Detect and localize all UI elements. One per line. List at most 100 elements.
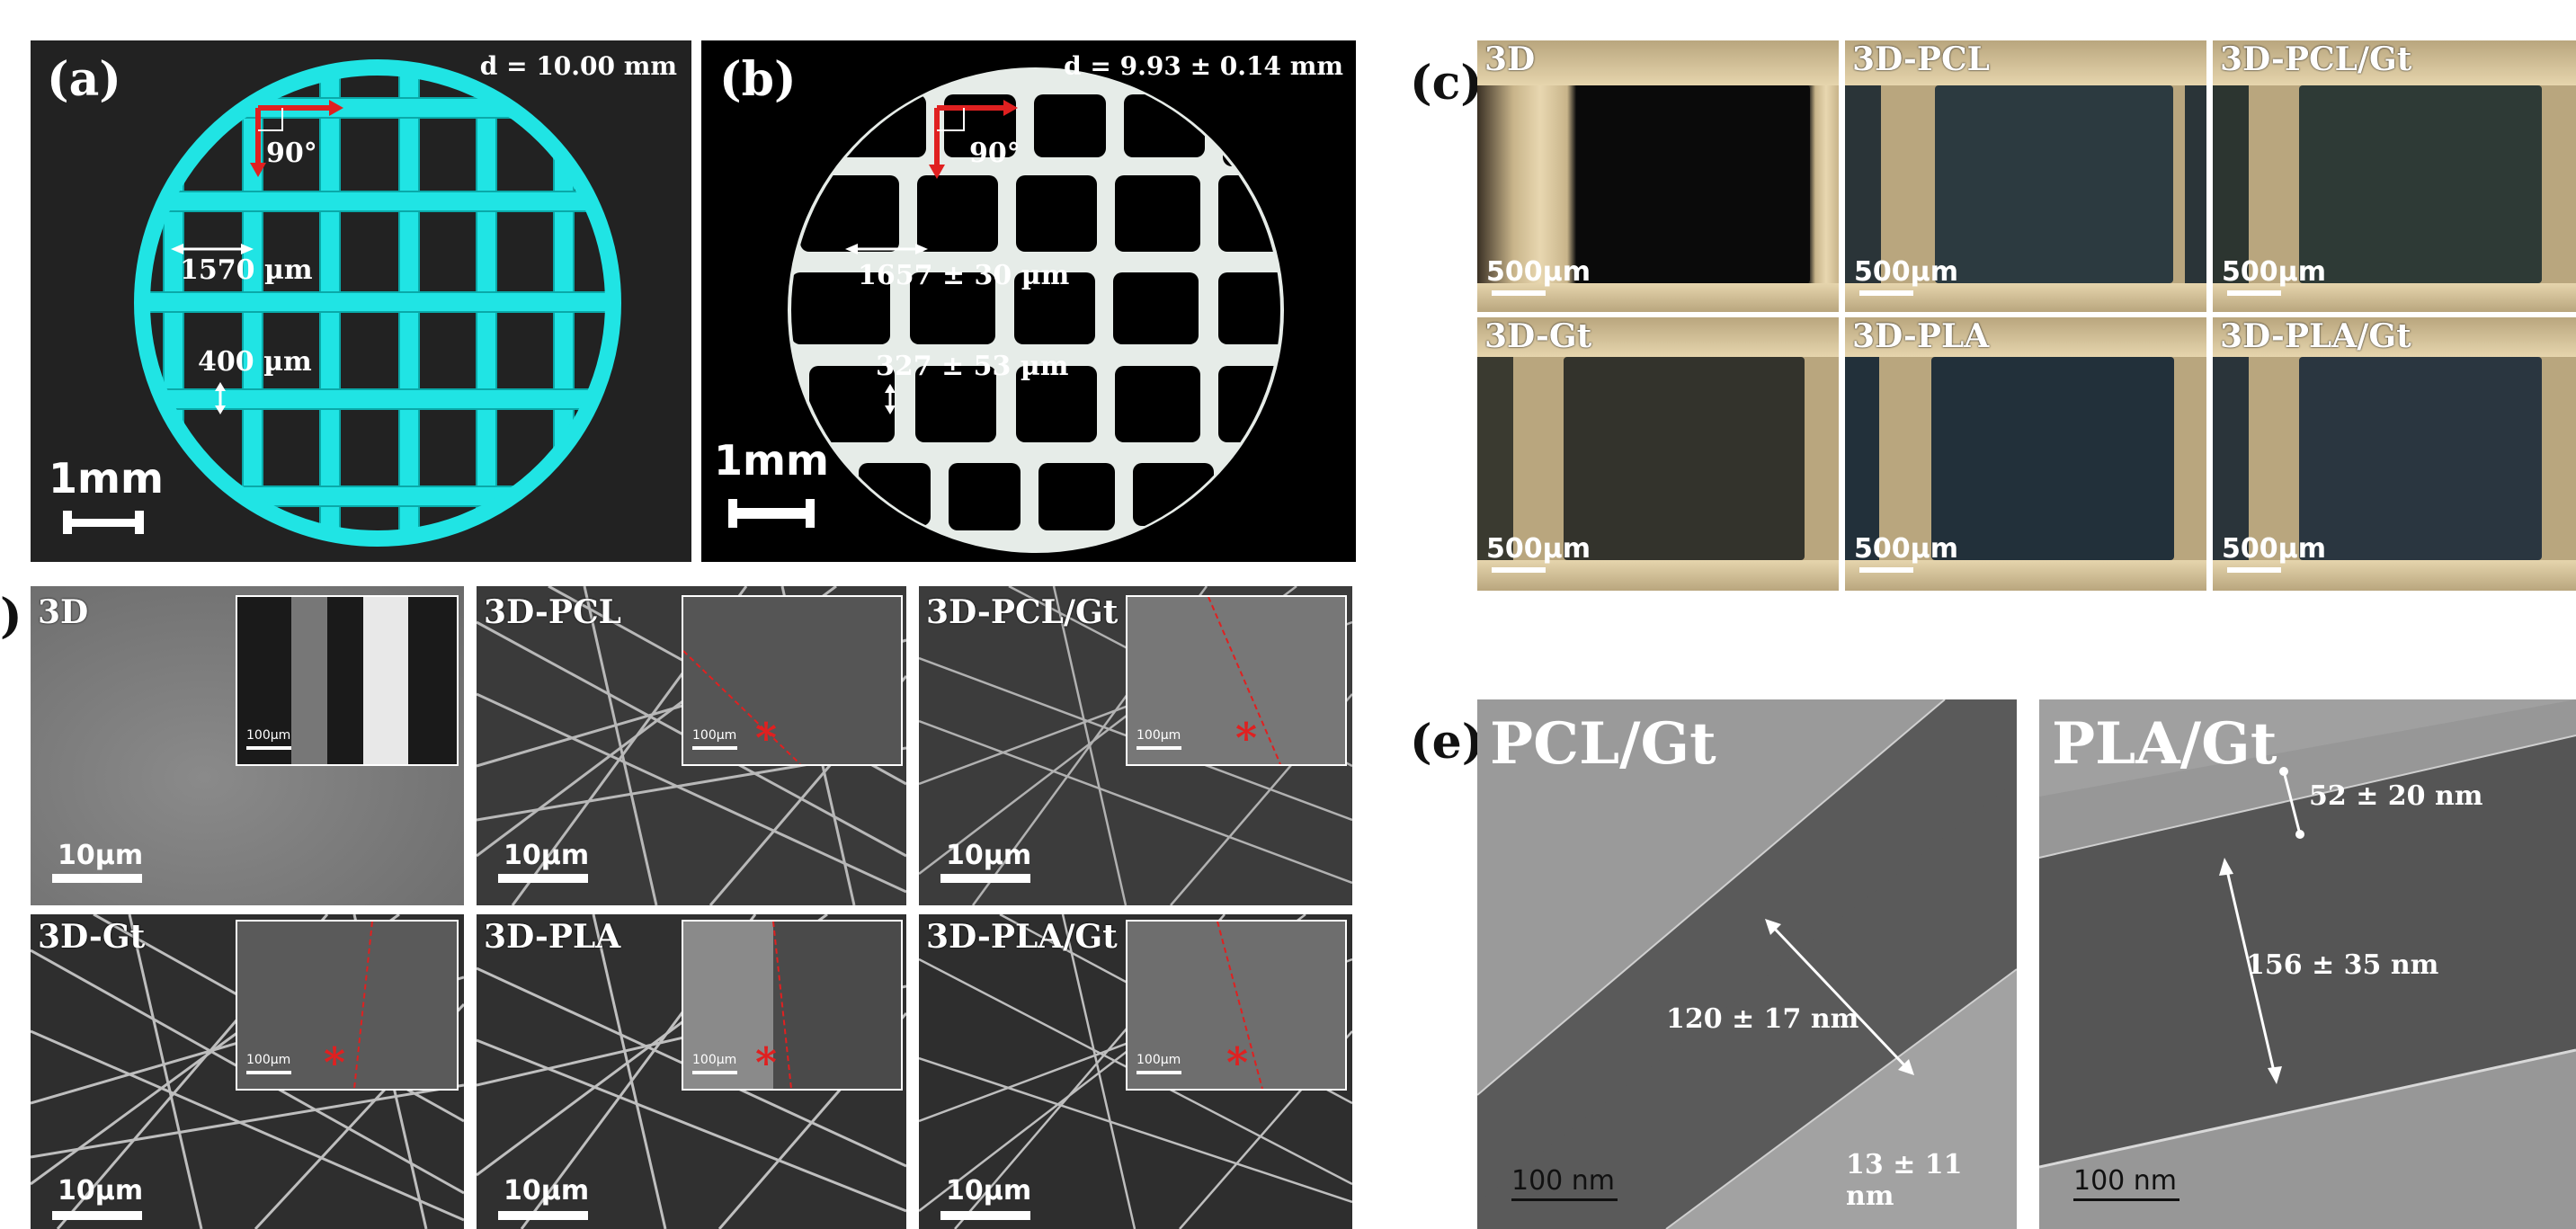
tem-fiber-illustration <box>1477 699 2017 1229</box>
sem-tile-3d-pla: 100µm * 3D-PLA 10µm <box>477 914 906 1229</box>
tile-label: 3D-PLA/Gt <box>926 918 1118 956</box>
scaffold-model-illustration <box>63 59 621 547</box>
optical-tile-3d: 3D 500µm <box>1477 40 1839 312</box>
scale-bar <box>2227 290 2281 296</box>
strut-label: 400 µm <box>198 346 312 378</box>
panel-letter-b: (b) <box>719 52 797 107</box>
asterisk-mark: * <box>755 1038 778 1087</box>
inset-image: 100µm * <box>682 920 903 1091</box>
scale-label: 500µm <box>1854 256 1958 288</box>
optical-tile-3d-pla: 3D-PLA 500µm <box>1845 317 2206 591</box>
sem-tile-3d-gt: 100µm * 3D-Gt 10µm <box>31 914 464 1229</box>
scale-label: 500µm <box>1854 533 1958 565</box>
scale-bar <box>2073 1198 2179 1201</box>
spacing-arrow <box>845 244 928 254</box>
scale-bar <box>52 1211 142 1220</box>
shell-thickness-label: 13 ± 11 nm <box>1846 1149 1963 1212</box>
inset-image: 100µm <box>236 595 459 766</box>
tile-label: 3D <box>1484 40 1536 78</box>
spacing-label: 1570 µm <box>180 254 313 286</box>
tile-label: 3D-PCL/Gt <box>926 593 1119 631</box>
printed-scaffold-photo <box>728 67 1284 553</box>
tem-fiber-illustration <box>2039 699 2576 1229</box>
spacing-label: 1657 ± 30 µm <box>858 260 1070 291</box>
tile-label: 3D-PCL <box>1852 40 1990 78</box>
diameter-label: d = 9.93 ± 0.14 mm <box>1064 51 1343 81</box>
panel-letter-e: (e) <box>1410 715 1484 770</box>
tile-label: 3D-PCL <box>484 593 621 631</box>
scale-label: 500µm <box>2222 256 2326 288</box>
scale-bar <box>1859 567 1913 573</box>
scale-label: 10µm <box>504 1175 590 1207</box>
angle-arrows <box>250 100 343 177</box>
panel-letter-c: (c) <box>1410 56 1483 111</box>
optical-tile-3d-pcl: 3D-PCL 500µm <box>1845 40 2206 312</box>
fiber-diameter-label: 156 ± 35 nm <box>2246 949 2439 981</box>
angle-label: 90° <box>969 138 1021 169</box>
tile-label: 3D-Gt <box>1484 317 1592 355</box>
tem-label: PCL/Gt <box>1490 710 1716 778</box>
strut-label: 327 ± 53 µm <box>876 351 1069 382</box>
scale-bar <box>940 1211 1030 1220</box>
tile-label: 3D-PLA/Gt <box>2220 317 2411 355</box>
scale-bar <box>52 874 142 883</box>
tile-label: 3D-PCL/Gt <box>2220 40 2412 78</box>
tem-label: PLA/Gt <box>2052 710 2277 778</box>
optical-tile-3d-pla-gt: 3D-PLA/Gt 500µm <box>2213 317 2576 591</box>
scale-label: 10µm <box>946 1175 1032 1207</box>
inset-scale-label: 100µm <box>692 1053 737 1067</box>
asterisk-mark: * <box>1226 1038 1249 1087</box>
scale-bar <box>498 1211 588 1220</box>
tile-label: 3D-PLA <box>484 918 621 956</box>
inset-scale-label: 100µm <box>246 1053 291 1067</box>
tile-label: 3D <box>38 593 89 631</box>
sem-tile-3d-pla-gt: 100µm * 3D-PLA/Gt 10µm <box>919 914 1352 1229</box>
scale-bar <box>63 511 144 534</box>
asterisk-mark: * <box>755 714 778 762</box>
asterisk-mark: * <box>1235 714 1258 762</box>
panel-c-grid: 3D 500µm 3D-PCL 500µm 3D-PCL/Gt 500µm 3D… <box>1477 40 2576 591</box>
strut-arrow <box>885 384 896 414</box>
sem-tile-3d-pcl: 100µm * 3D-PCL 10µm <box>477 586 906 905</box>
scale-bar <box>498 874 588 883</box>
inset-scale-label: 100µm <box>246 728 291 743</box>
inset-image: 100µm * <box>682 595 903 766</box>
sem-tile-3d: 100µm 3D 10µm <box>31 586 464 905</box>
inset-image: 100µm * <box>1126 595 1347 766</box>
inset-scale-label: 100µm <box>692 728 737 743</box>
inset-image: 100µm * <box>236 920 459 1091</box>
fiber-diameter-arrow <box>2219 858 2282 1084</box>
scale-bar <box>2227 567 2281 573</box>
scale-label: 100 nm <box>1511 1165 1616 1197</box>
scale-bar <box>728 499 815 528</box>
tile-label: 3D-Gt <box>38 918 146 956</box>
fiber-diameter-arrow <box>1765 919 1914 1075</box>
asterisk-mark: * <box>324 1038 346 1087</box>
inset-scale-label: 100µm <box>1136 728 1181 743</box>
scale-label: 500µm <box>2222 533 2326 565</box>
scale-label: 100 nm <box>2073 1165 2178 1197</box>
scale-bar <box>1859 290 1913 296</box>
sem-tile-3d-pcl-gt: 100µm * 3D-PCL/Gt 10µm <box>919 586 1352 905</box>
scale-label: 10µm <box>946 840 1032 871</box>
scale-bar <box>940 874 1030 883</box>
fiber-diameter-label: 120 ± 17 nm <box>1666 1003 1859 1035</box>
panel-b: d = 9.93 ± 0.14 mm 90° 1657 ± 30 µm 327 … <box>701 40 1356 562</box>
diameter-label: d = 10.00 mm <box>479 51 677 81</box>
scale-label: 1mm <box>714 436 829 485</box>
optical-tile-3d-pcl-gt: 3D-PCL/Gt 500µm <box>2213 40 2576 312</box>
tem-image-pla-gt: PLA/Gt 52 ± 20 nm 156 ± 35 nm 100 nm <box>2039 699 2576 1229</box>
angle-arrows <box>929 100 1018 179</box>
strut-arrow <box>215 382 226 414</box>
scale-bar <box>1492 290 1546 296</box>
angle-label: 90° <box>266 138 317 169</box>
shell-thickness-arrow <box>2279 767 2304 839</box>
tile-label: 3D-PLA <box>1852 317 1990 355</box>
inset-scale-label: 100µm <box>1136 1053 1181 1067</box>
panel-a: d = 10.00 mm 90° 1570 µm 400 µm 1mm <box>31 40 691 562</box>
panel-letter-d: ) <box>0 589 22 644</box>
scale-bar <box>1511 1198 1618 1201</box>
scale-label: 1mm <box>49 454 164 503</box>
inset-image: 100µm * <box>1126 920 1347 1091</box>
scale-label: 500µm <box>1486 533 1591 565</box>
